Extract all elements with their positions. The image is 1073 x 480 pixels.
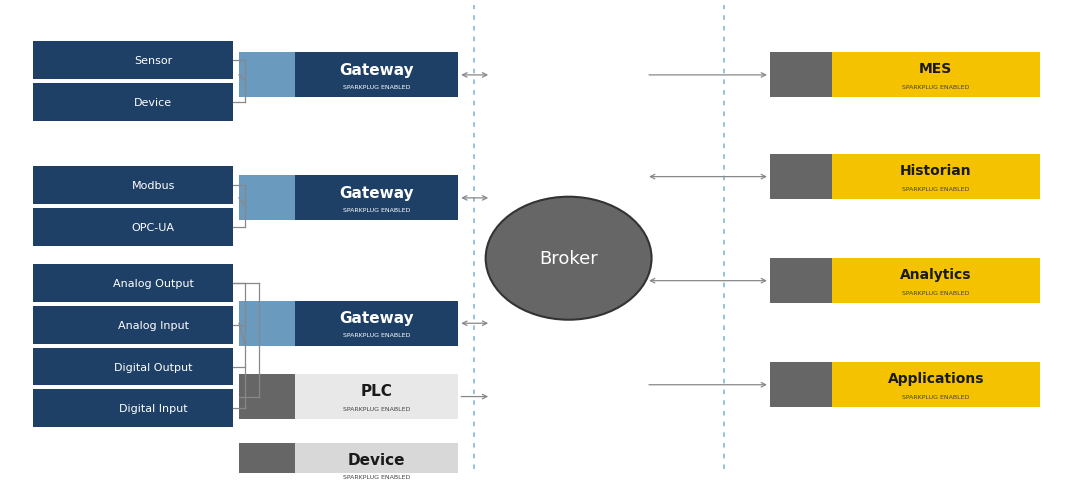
- Bar: [33, 348, 74, 385]
- Text: SPARKPLUG ENABLED: SPARKPLUG ENABLED: [342, 474, 410, 480]
- Bar: [239, 301, 295, 346]
- Bar: [33, 84, 74, 121]
- Text: Gateway: Gateway: [339, 185, 414, 200]
- Bar: [769, 362, 832, 408]
- Bar: [74, 209, 233, 246]
- Bar: [832, 259, 1040, 303]
- Bar: [295, 374, 458, 419]
- Bar: [832, 53, 1040, 98]
- Text: MES: MES: [920, 62, 953, 76]
- Text: Analog Input: Analog Input: [118, 320, 189, 330]
- Text: SPARKPLUG ENABLED: SPARKPLUG ENABLED: [902, 186, 969, 192]
- Text: Device: Device: [134, 97, 173, 108]
- Text: Gateway: Gateway: [339, 310, 414, 325]
- Text: SPARKPLUG ENABLED: SPARKPLUG ENABLED: [342, 333, 410, 338]
- Bar: [832, 155, 1040, 200]
- Bar: [33, 209, 74, 246]
- Text: SPARKPLUG ENABLED: SPARKPLUG ENABLED: [902, 85, 969, 90]
- Text: Historian: Historian: [900, 164, 971, 178]
- Bar: [33, 265, 74, 302]
- Bar: [74, 84, 233, 121]
- Text: SPARKPLUG ENABLED: SPARKPLUG ENABLED: [342, 85, 410, 90]
- Text: Analog Output: Analog Output: [113, 279, 194, 288]
- Bar: [769, 53, 832, 98]
- Text: Sensor: Sensor: [134, 56, 173, 66]
- Bar: [74, 306, 233, 344]
- Text: Device: Device: [348, 452, 406, 467]
- Bar: [74, 42, 233, 80]
- Ellipse shape: [486, 197, 651, 320]
- Bar: [33, 389, 74, 427]
- Text: SPARKPLUG ENABLED: SPARKPLUG ENABLED: [902, 290, 969, 295]
- Bar: [295, 176, 458, 221]
- Text: Analytics: Analytics: [900, 267, 971, 281]
- Bar: [239, 443, 295, 480]
- Text: Modbus: Modbus: [132, 181, 175, 191]
- Bar: [769, 259, 832, 303]
- Bar: [33, 42, 74, 80]
- Text: Gateway: Gateway: [339, 62, 414, 77]
- Bar: [74, 348, 233, 385]
- Bar: [74, 389, 233, 427]
- Text: OPC-UA: OPC-UA: [132, 223, 175, 232]
- Bar: [832, 362, 1040, 408]
- Bar: [33, 167, 74, 205]
- Bar: [295, 301, 458, 346]
- Bar: [33, 306, 74, 344]
- Text: SPARKPLUG ENABLED: SPARKPLUG ENABLED: [342, 208, 410, 213]
- Bar: [74, 265, 233, 302]
- Text: Digital Output: Digital Output: [114, 362, 193, 372]
- Bar: [769, 155, 832, 200]
- Bar: [74, 167, 233, 205]
- Text: SPARKPLUG ENABLED: SPARKPLUG ENABLED: [902, 394, 969, 399]
- Bar: [239, 374, 295, 419]
- Bar: [295, 53, 458, 98]
- Bar: [239, 176, 295, 221]
- Bar: [239, 53, 295, 98]
- Text: Digital Input: Digital Input: [119, 403, 188, 413]
- Text: PLC: PLC: [361, 384, 393, 398]
- Text: Broker: Broker: [540, 250, 598, 268]
- Bar: [295, 443, 458, 480]
- Text: Applications: Applications: [887, 371, 984, 385]
- Text: SPARKPLUG ENABLED: SPARKPLUG ENABLED: [342, 406, 410, 411]
